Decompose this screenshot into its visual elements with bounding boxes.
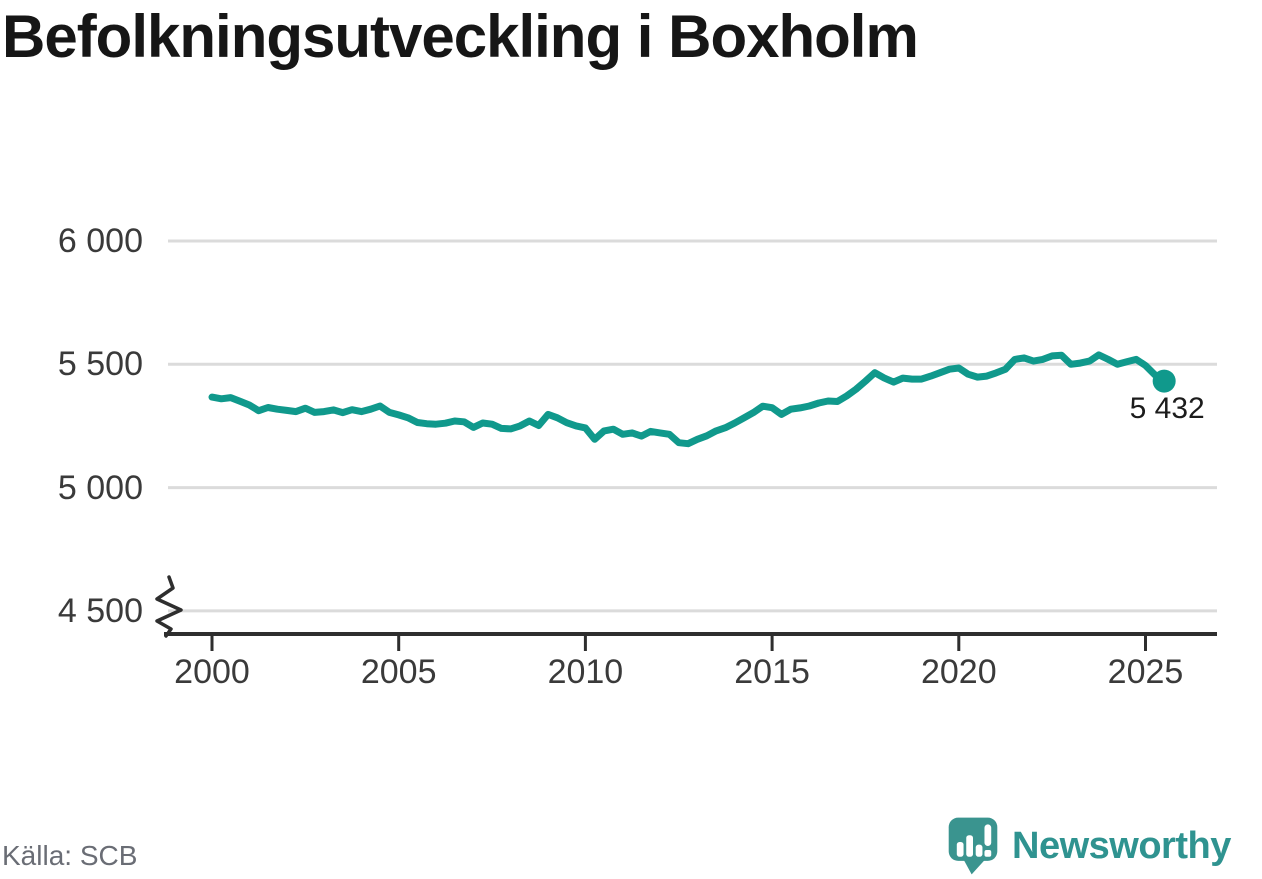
last-point-marker — [1152, 369, 1176, 393]
x-tick-label: 2015 — [734, 653, 810, 691]
x-tick-label: 2010 — [547, 653, 624, 691]
gridlines — [168, 239, 1217, 613]
chart-title: Befolkningsutveckling i Boxholm — [2, 3, 919, 70]
newsworthy-logo: Newsworthy — [946, 816, 1231, 876]
source-note: Källa: SCB — [2, 840, 138, 871]
y-tick-label: 5 500 — [57, 345, 143, 384]
newsworthy-logo-text: Newsworthy — [1012, 825, 1231, 867]
population-series-line — [208, 351, 1168, 448]
population-line-chart — [155, 239, 1217, 651]
x-tick-label: 2020 — [920, 653, 997, 691]
y-tick-label: 5 000 — [57, 468, 143, 507]
y-tick-label: 6 000 — [57, 222, 143, 260]
newsworthy-logo-icon — [948, 817, 998, 875]
x-axis — [164, 632, 1217, 651]
x-tick-label: 2025 — [1107, 653, 1184, 691]
last-value-label: 5 432 — [1129, 392, 1205, 426]
x-tick-label: 2005 — [360, 653, 437, 691]
y-tick-label: 4 500 — [57, 591, 143, 630]
x-tick-label: 2000 — [174, 653, 250, 691]
y-axis-break-icon — [155, 575, 183, 638]
